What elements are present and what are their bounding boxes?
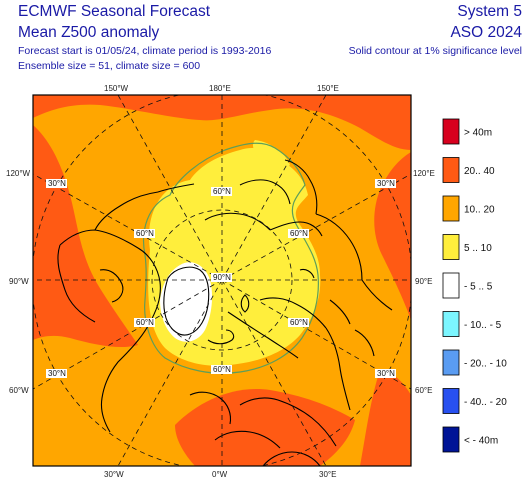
lon-label-30e: 30°E [319,470,336,479]
lon-label-150w: 150°W [104,84,129,93]
legend-swatch [442,349,460,376]
legend-label: < - 40m [464,436,498,447]
latitude-circle-60 [151,209,293,351]
anomaly-europe [175,389,355,466]
legend-swatch [442,311,460,337]
edge-labels: 150°W 180°E 150°E 30°W 0°W 30°E 120°W 90… [6,84,435,479]
map-subtitle: Mean Z500 anomaly [18,24,160,41]
lat-label-60-bottom: 60°N [213,365,231,374]
lon-label-120w: 120°W [6,169,31,178]
lat-label-60-sw: 60°N [136,318,154,327]
anomaly-pacific-north [33,95,411,150]
lon-label-90w: 90°W [9,277,29,286]
anomaly-bering-yellow [252,140,290,170]
lat-label-90: 90°N [213,273,231,282]
legend-swatch [442,272,460,299]
ensemble-info: Ensemble size = 51, climate size = 600 [18,60,201,72]
contour-note: Solid contour at 1% significance level [348,45,522,57]
significance-contour [143,142,319,374]
lon-label-180: 180°E [209,84,231,93]
legend-label: 20.. 40 [464,166,495,177]
legend-label: - 40.. - 20 [464,397,507,408]
lat-label-60-se: 60°N [290,318,308,327]
season-label: ASO 2024 [450,24,522,41]
legend-label: - 20.. - 10 [464,359,507,370]
lat-label-60-ne: 60°N [290,229,308,238]
legend-label: - 5 .. 5 [464,282,493,293]
legend-label: 5 .. 10 [464,243,492,254]
lon-label-90e: 90°E [415,277,432,286]
meridian-120w [33,173,223,281]
meridian-120e [221,173,411,281]
lat-label-30-se: 30°N [377,369,395,378]
color-legend: > 40m 20.. 40 10.. 20 5 .. 10 - 5 .. 5 - 10..… [442,118,507,453]
lon-label-60w: 60°W [9,386,29,395]
map-frame [32,94,412,467]
anomaly-east-asia-pacific [360,370,411,466]
legend-swatch [442,157,460,183]
lat-label-60-nw: 60°N [136,229,154,238]
lon-label-30w: 30°W [104,470,124,479]
map-plot-area: 60°N 60°N 90°N 60°N 60°N 60°N 60°N 30°N … [33,95,411,466]
lon-label-150e: 150°E [317,84,339,93]
legend-label: - 10.. - 5 [464,320,502,331]
lat-label-30-nw: 30°N [48,179,66,188]
lon-label-120e: 120°E [413,169,435,178]
latitude-labels: 60°N 60°N 90°N 60°N 60°N 60°N 60°N 30°N … [46,179,396,378]
lon-label-60e: 60°E [415,386,432,395]
legend-label: 10.. 20 [464,205,495,216]
coastlines [57,159,393,466]
legend-swatch [442,234,460,260]
lat-label-30-ne: 30°N [377,179,395,188]
lon-label-0: 0°W [212,470,228,479]
legend-swatch [442,388,460,414]
legend-label: > 40m [464,128,492,139]
lat-label-60-top: 60°N [213,187,231,196]
graticule [33,95,411,466]
lat-label-30-sw: 30°N [48,369,66,378]
map-title: ECMWF Seasonal Forecast [18,3,211,20]
system-label: System 5 [457,3,522,20]
anomaly-asia [374,152,411,320]
legend-swatch [442,195,460,222]
forecast-info: Forecast start is 01/05/24, climate peri… [18,45,272,57]
legend-swatch [442,118,460,145]
legend-swatch [442,426,460,453]
